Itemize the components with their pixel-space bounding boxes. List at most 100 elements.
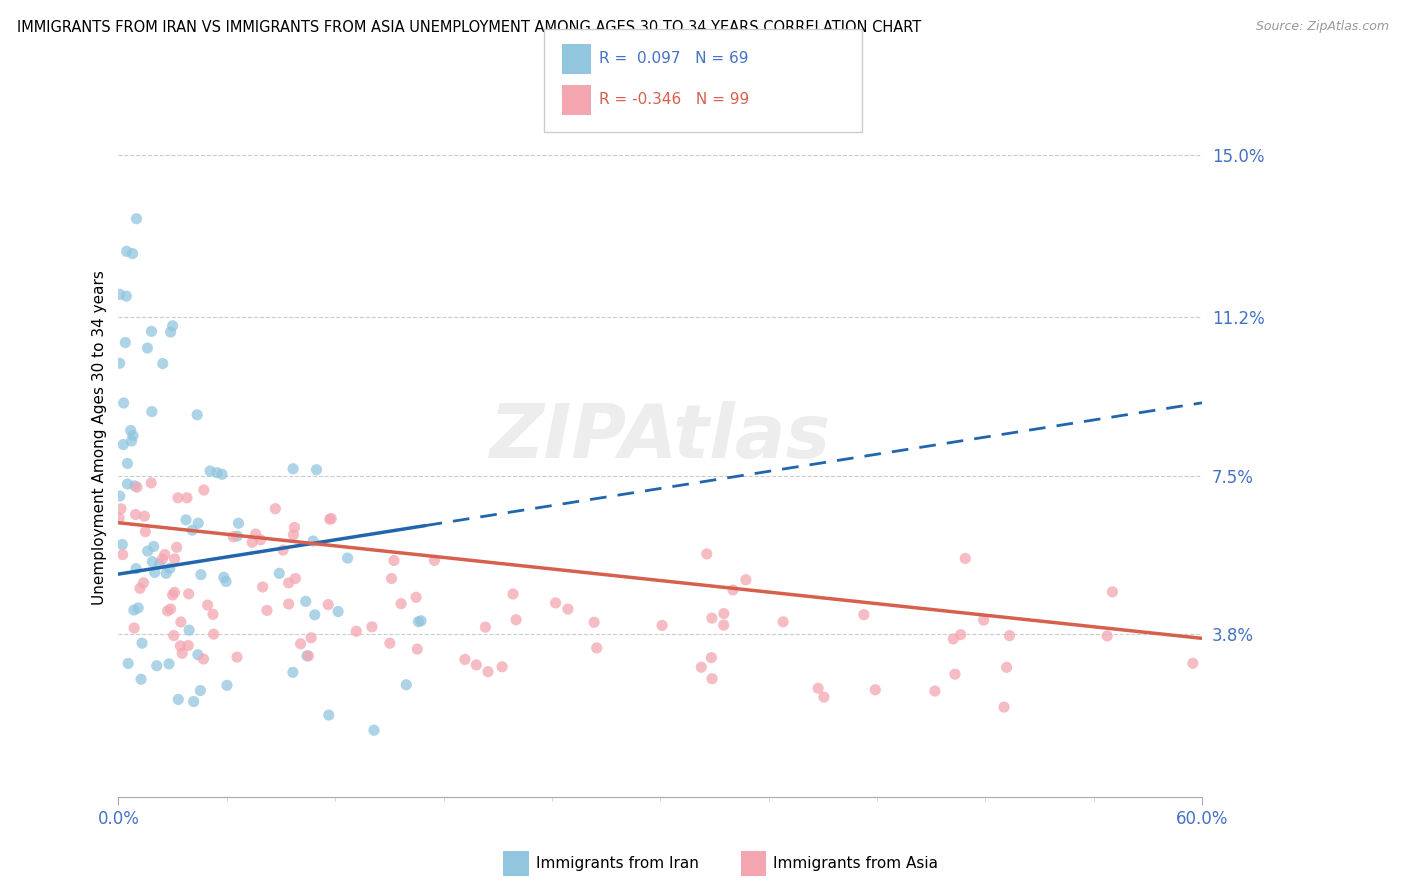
Point — [302, 534, 325, 549]
Point — [186, 408, 208, 422]
Point — [111, 537, 134, 551]
Point — [148, 557, 170, 571]
Point — [117, 477, 139, 491]
Point — [651, 618, 673, 632]
Point — [167, 692, 190, 706]
Point — [159, 561, 181, 575]
Point — [117, 457, 139, 471]
Point — [813, 690, 835, 704]
Point — [159, 325, 181, 339]
Point — [943, 667, 966, 681]
Point — [277, 597, 299, 611]
Point — [544, 596, 567, 610]
Point — [336, 551, 359, 566]
Point — [585, 640, 607, 655]
Point — [583, 615, 606, 630]
Point — [112, 437, 135, 451]
Point — [245, 527, 267, 541]
Point — [389, 597, 412, 611]
Point — [304, 607, 326, 622]
Point — [125, 562, 148, 576]
Point — [363, 723, 385, 738]
Point — [142, 540, 165, 554]
Point — [222, 530, 245, 544]
Text: Immigrants from Asia: Immigrants from Asia — [773, 856, 938, 871]
Point — [108, 356, 131, 370]
Point — [108, 511, 131, 525]
Point — [924, 684, 946, 698]
Y-axis label: Unemployment Among Ages 30 to 34 years: Unemployment Among Ages 30 to 34 years — [93, 269, 107, 605]
Point — [108, 489, 131, 503]
Point — [252, 580, 274, 594]
Point — [380, 572, 402, 586]
Point — [177, 639, 200, 653]
Point — [256, 603, 278, 617]
Point — [141, 475, 163, 490]
Point — [163, 585, 186, 599]
Point — [295, 648, 318, 663]
Point — [1095, 629, 1118, 643]
Point — [176, 491, 198, 505]
Point — [177, 587, 200, 601]
Point — [193, 652, 215, 666]
Point — [127, 601, 149, 615]
Point — [157, 657, 180, 671]
Point — [297, 648, 319, 663]
Point — [202, 627, 225, 641]
Point — [474, 620, 496, 634]
Point — [283, 520, 305, 534]
Point — [215, 574, 238, 589]
Point — [120, 424, 142, 438]
Point — [557, 602, 579, 616]
Point — [169, 639, 191, 653]
Point — [852, 607, 875, 622]
Point — [973, 613, 995, 627]
Point — [998, 629, 1021, 643]
Point — [117, 657, 139, 671]
Point — [409, 614, 432, 628]
Point — [700, 611, 723, 625]
Point — [174, 513, 197, 527]
Point — [115, 289, 138, 303]
Point — [502, 587, 524, 601]
Point — [465, 657, 488, 672]
Point — [134, 524, 156, 539]
Point — [124, 479, 146, 493]
Point — [215, 678, 238, 692]
Point — [772, 615, 794, 629]
Point — [190, 567, 212, 582]
Point — [700, 672, 723, 686]
Point — [114, 335, 136, 350]
Point — [122, 621, 145, 635]
Text: ZIPAtlas: ZIPAtlas — [489, 401, 831, 474]
Point — [121, 434, 143, 448]
Point — [156, 604, 179, 618]
Text: Source: ZipAtlas.com: Source: ZipAtlas.com — [1256, 20, 1389, 33]
Point — [152, 552, 174, 566]
Point — [153, 548, 176, 562]
Point — [205, 466, 228, 480]
Point — [141, 404, 163, 418]
Point — [277, 575, 299, 590]
Point — [949, 627, 972, 641]
Point — [131, 636, 153, 650]
Point — [713, 607, 735, 621]
Point — [318, 708, 340, 723]
Point — [713, 618, 735, 632]
Point — [281, 665, 304, 680]
Point — [212, 570, 235, 584]
Point — [163, 629, 186, 643]
Point — [721, 582, 744, 597]
Point — [108, 287, 131, 301]
Point — [187, 516, 209, 531]
Point — [1101, 585, 1123, 599]
Point — [995, 660, 1018, 674]
Point — [166, 541, 188, 555]
Point — [134, 509, 156, 524]
Point — [316, 598, 339, 612]
Point — [299, 631, 322, 645]
Point — [162, 588, 184, 602]
Point — [112, 396, 135, 410]
Point — [423, 553, 446, 567]
Point — [1181, 657, 1204, 671]
